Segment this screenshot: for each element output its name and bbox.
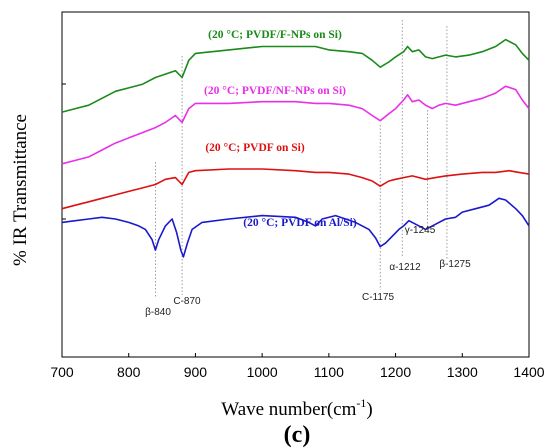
series-line-3 xyxy=(61,168,530,210)
x-tick-label: 1300 xyxy=(447,364,478,380)
series-label-2: (20 °C; PVDF/NF-NPs on Si) xyxy=(204,85,346,97)
x-tick-label: 700 xyxy=(50,364,74,380)
x-tick-label: 1100 xyxy=(314,364,344,380)
panel-label: (c) xyxy=(284,422,311,448)
peak-label: C-870 xyxy=(173,296,201,307)
x-axis-title: Wave number(cm-1) xyxy=(221,396,372,420)
series-line-2 xyxy=(61,85,530,165)
series-labels: (20 °C; PVDF/F-NPs on Si) (20 °C; PVDF/NF… xyxy=(204,29,357,229)
x-tick-label: 1400 xyxy=(513,364,544,380)
peak-label: β-1275 xyxy=(439,259,471,270)
plot-frame xyxy=(61,11,530,358)
y-axis-ticks xyxy=(62,83,66,220)
series-label-1: (20 °C; PVDF/F-NPs on Si) xyxy=(208,29,342,41)
peak-label: β-840 xyxy=(145,307,171,318)
x-tick-label: 800 xyxy=(117,364,141,380)
series-label-4: (20 °C; PVDF on Al/Si) xyxy=(243,217,357,229)
y-axis-title: % IR Transmittance xyxy=(10,114,31,266)
peak-label: C-1175 xyxy=(362,292,394,303)
x-tick-label: 1000 xyxy=(247,364,278,380)
series-line-4 xyxy=(61,197,530,258)
series-line-1 xyxy=(61,38,530,113)
x-tick-label: 1200 xyxy=(380,364,411,380)
x-axis-ticks: 700 800 900 1000 1100 1200 1300 1400 xyxy=(50,353,545,380)
peak-label: γ-1245 xyxy=(405,225,436,236)
series-lines xyxy=(61,38,530,258)
x-tick-label: 900 xyxy=(184,364,208,380)
peak-label: α-1212 xyxy=(389,262,421,273)
peak-guide-lines xyxy=(154,20,448,298)
series-label-3: (20 °C; PVDF on Si) xyxy=(205,142,305,154)
